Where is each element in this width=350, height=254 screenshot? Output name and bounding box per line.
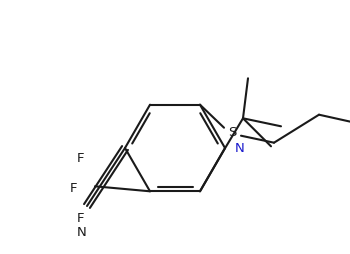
Text: S: S [228, 126, 236, 139]
Text: N: N [77, 226, 87, 239]
Text: F: F [77, 152, 85, 165]
Text: N: N [235, 141, 245, 154]
Text: F: F [77, 212, 85, 225]
Text: F: F [70, 182, 77, 195]
